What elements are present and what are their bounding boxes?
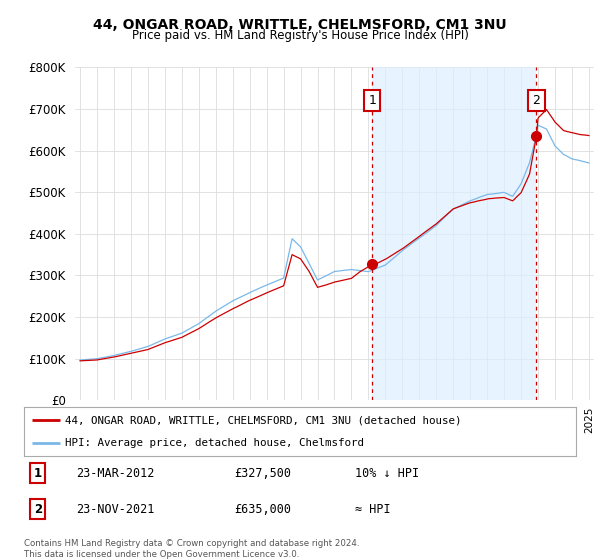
Text: £635,000: £635,000 — [234, 503, 291, 516]
Text: 23-MAR-2012: 23-MAR-2012 — [76, 467, 155, 480]
Text: Contains HM Land Registry data © Crown copyright and database right 2024.
This d: Contains HM Land Registry data © Crown c… — [24, 539, 359, 559]
Bar — [372, 67, 536, 400]
Text: £327,500: £327,500 — [234, 467, 291, 480]
Text: Price paid vs. HM Land Registry's House Price Index (HPI): Price paid vs. HM Land Registry's House … — [131, 29, 469, 42]
Text: 1: 1 — [34, 467, 42, 480]
Text: 1: 1 — [368, 94, 376, 107]
Text: HPI: Average price, detached house, Chelmsford: HPI: Average price, detached house, Chel… — [65, 438, 364, 448]
Text: 44, ONGAR ROAD, WRITTLE, CHELMSFORD, CM1 3NU: 44, ONGAR ROAD, WRITTLE, CHELMSFORD, CM1… — [93, 18, 507, 32]
Text: 2: 2 — [34, 503, 42, 516]
Text: 44, ONGAR ROAD, WRITTLE, CHELMSFORD, CM1 3NU (detached house): 44, ONGAR ROAD, WRITTLE, CHELMSFORD, CM1… — [65, 416, 462, 426]
Text: 10% ↓ HPI: 10% ↓ HPI — [355, 467, 419, 480]
Text: ≈ HPI: ≈ HPI — [355, 503, 391, 516]
Text: 23-NOV-2021: 23-NOV-2021 — [76, 503, 155, 516]
Text: 2: 2 — [532, 94, 540, 107]
